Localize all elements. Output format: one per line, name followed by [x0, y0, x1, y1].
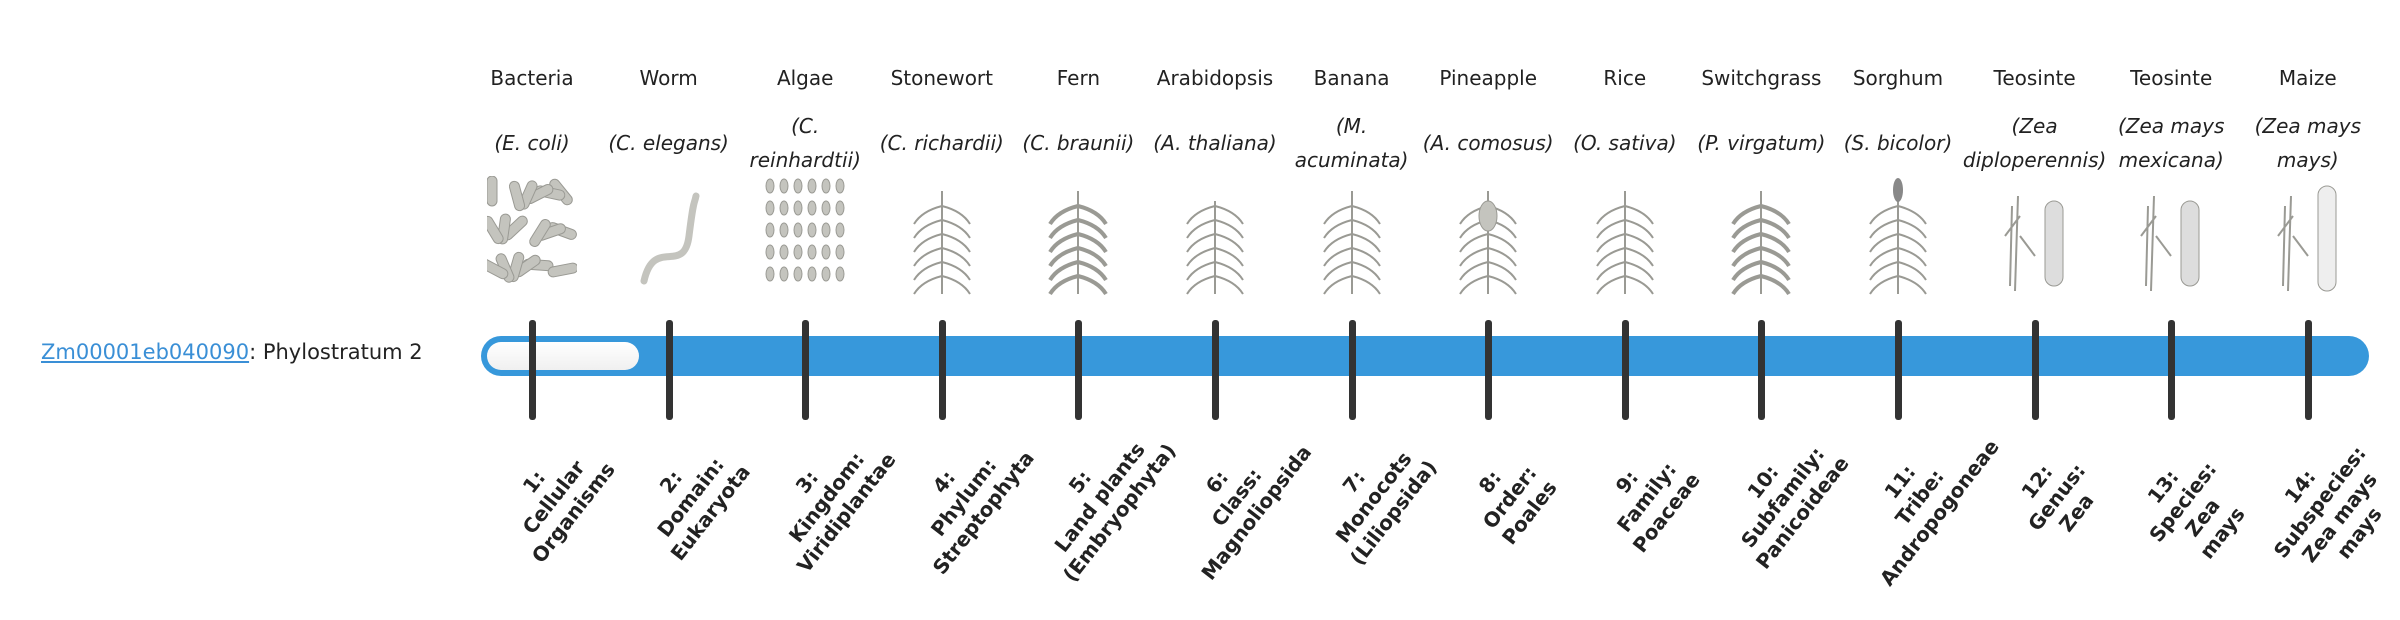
scientific-name-text: (M. acuminata)	[1294, 114, 1409, 172]
stratum-label: 4: Phylum: Streptophyta	[873, 396, 1055, 600]
scientific-name-text: (E. coli)	[494, 131, 570, 155]
scientific-name: (S. bicolor)	[1828, 106, 1968, 180]
worm-illustration-svg	[640, 192, 700, 285]
scientific-name-text: (S. bicolor)	[1843, 131, 1953, 155]
scientific-name-text: (C. reinhardtii)	[749, 114, 861, 172]
banana-illustration-svg	[1322, 191, 1381, 295]
gene-id-link[interactable]: Zm00001eb040090	[41, 340, 250, 364]
scientific-name-text: (O. sativa)	[1573, 131, 1677, 155]
phylostratum-bar	[481, 336, 2369, 376]
phylostratum-bar-fill	[487, 342, 639, 370]
scientific-name: (C. richardii)	[872, 106, 1012, 180]
phylostratum-text: Phylostratum 2	[262, 340, 423, 364]
common-name: Pineapple	[1439, 66, 1538, 90]
maize-illustration	[2263, 176, 2353, 296]
gene-phylostratum-label: Zm00001eb040090: Phylostratum 2	[41, 340, 423, 364]
stratum-label: 11: Tribe: Andropogoneae	[1829, 396, 2011, 600]
scientific-name-text: (A. comosus)	[1422, 131, 1554, 155]
scientific-name: (C. elegans)	[599, 106, 739, 180]
stratum-tick	[1348, 320, 1356, 420]
stratum-tick	[2031, 320, 2039, 420]
stratum-label: 1: Cellular Organisms	[463, 396, 645, 600]
fern-illustration-svg	[1048, 191, 1109, 296]
scientific-name: (A. thaliana)	[1145, 106, 1285, 180]
common-name: Rice	[1603, 66, 1647, 90]
stratum-tick	[1895, 320, 1902, 420]
common-name: Banana	[1313, 66, 1390, 90]
common-name: Sorghum	[1852, 66, 1944, 90]
maize-illustration-svg	[2276, 185, 2337, 292]
arabidopsis-illustration	[1170, 176, 1260, 296]
scientific-name: (C. braunii)	[1008, 106, 1148, 180]
stratum-tick	[2168, 320, 2176, 420]
stratum-tick	[1758, 320, 1766, 420]
common-name: Teosinte	[2130, 66, 2213, 90]
sorghum-illustration-svg	[1869, 178, 1927, 295]
stratum-label: 5: Land plants (Embryophyta)	[1009, 396, 1191, 600]
algae-illustration	[760, 176, 850, 296]
rice-illustration-svg	[1595, 191, 1654, 295]
common-name: Arabidopsis	[1156, 66, 1274, 90]
switchgrass-illustration-svg	[1731, 191, 1792, 296]
pineapple-illustration-svg	[1459, 191, 1518, 295]
scientific-name-text: (Zea diploperennis)	[1962, 114, 2107, 172]
stratum-label: 10: Subfamily: Panicoideae	[1692, 396, 1874, 600]
scientific-name: (O. sativa)	[1555, 106, 1695, 180]
stratum-tick	[1621, 320, 1629, 420]
stratum-label: 9: Family: Poaceae	[1556, 396, 1738, 600]
scientific-name: (E. coli)	[462, 106, 602, 180]
common-name: Teosinte	[1993, 66, 2076, 90]
scientific-name-text: (Zea mays mays)	[2254, 114, 2361, 172]
scientific-name: (M. acuminata)	[1282, 106, 1422, 180]
scientific-name: (Zea diploperennis)	[1962, 106, 2107, 180]
scientific-name-text: (A. thaliana)	[1153, 131, 1277, 155]
common-name: Algae	[776, 66, 834, 90]
teosinte-illustration-svg	[2003, 195, 2064, 292]
scientific-name: (C. reinhardtii)	[735, 106, 875, 180]
separator: :	[249, 340, 263, 364]
sorghum-illustration	[1853, 176, 1943, 296]
scientific-name-text: (C. elegans)	[608, 131, 729, 155]
stratum-tick	[2304, 320, 2312, 420]
scientific-name-text: (Zea mays mexicana)	[2117, 114, 2225, 172]
scientific-name-text: (C. richardii)	[879, 131, 1004, 155]
common-name: Maize	[2278, 66, 2337, 90]
rice-illustration	[1580, 176, 1670, 296]
algae-illustration-svg	[765, 178, 845, 282]
bacteria-illustration	[479, 175, 579, 296]
scientific-name-text: (P. virgatum)	[1697, 131, 1826, 155]
arabidopsis-illustration-svg	[1186, 201, 1244, 295]
stratum-tick	[1075, 320, 1083, 420]
stratum-label: 2: Domain: Eukaryota	[599, 396, 781, 600]
stratum-tick	[529, 320, 536, 420]
teosinte-illustration	[1990, 176, 2080, 296]
common-name: Stonewort	[890, 66, 993, 90]
stonewort-illustration	[897, 176, 987, 296]
scientific-name: (Zea mays mays)	[2238, 106, 2378, 180]
teosinte-mexicana-illustration-svg	[2140, 195, 2200, 292]
stratum-label: 7: Monocots (Liliopsida)	[1282, 396, 1464, 600]
stonewort-illustration-svg	[912, 191, 971, 295]
fern-illustration	[1033, 176, 1123, 296]
stratum-tick	[1212, 320, 1219, 420]
worm-illustration	[624, 176, 714, 296]
bacteria-illustration-svg	[479, 175, 579, 283]
banana-illustration	[1307, 176, 1397, 296]
common-name: Bacteria	[490, 66, 574, 90]
scientific-name: (P. virgatum)	[1691, 106, 1831, 180]
teosinte-mexicana-illustration	[2126, 176, 2216, 296]
scientific-name: (A. comosus)	[1418, 106, 1558, 180]
common-name: Worm	[639, 66, 698, 90]
switchgrass-illustration	[1716, 176, 1806, 296]
pineapple-illustration	[1443, 176, 1533, 296]
common-name: Fern	[1056, 66, 1101, 90]
stratum-tick	[665, 320, 673, 420]
stratum-tick	[938, 320, 946, 420]
stratum-tick	[1485, 320, 1493, 420]
scientific-name: (Zea mays mexicana)	[2101, 106, 2241, 180]
scientific-name-text: (C. braunii)	[1022, 131, 1135, 155]
stratum-tick	[802, 320, 810, 420]
stratum-label: 6: Class: Magnoliopsida	[1146, 396, 1328, 600]
common-name: Switchgrass	[1701, 66, 1822, 90]
